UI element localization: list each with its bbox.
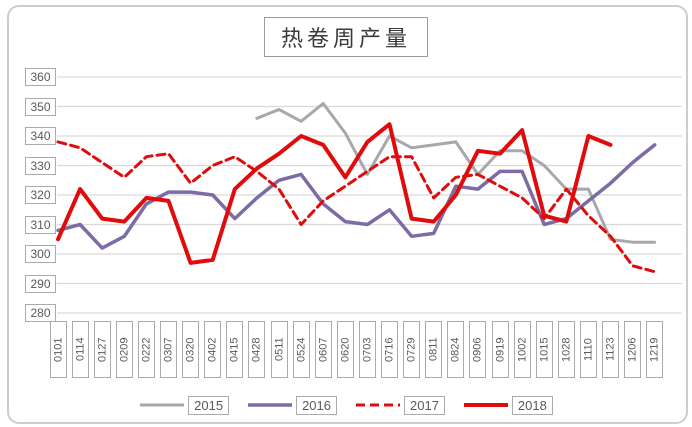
x-axis-tick-label: 1219 (646, 321, 664, 378)
legend-item-2017: 2017 (355, 395, 445, 415)
x-axis-tick-label: 1015 (535, 321, 553, 378)
series-2017-line (56, 140, 657, 274)
x-axis-tick-label: 0101 (49, 321, 67, 378)
y-axis-tick-label: 320 (25, 186, 56, 204)
x-axis-tick-label: 0703 (358, 321, 376, 378)
legend-swatch-2018-icon (463, 403, 508, 407)
x-axis-tick-label: 0307 (160, 321, 177, 378)
x-axis-tick-label: 0620 (336, 321, 354, 378)
x-axis-tick-label: 1028 (557, 321, 575, 378)
x-axis-tick-label: 0415 (226, 321, 244, 378)
x-axis-tick-label: 0824 (447, 321, 465, 378)
y-axis-tick-label: 360 (25, 68, 56, 86)
x-axis-tick-label: 0607 (314, 321, 332, 378)
x-axis-tick-label: 0716 (381, 321, 398, 378)
legend-swatch-2015-icon (140, 403, 185, 407)
x-axis-tick-label: 1123 (602, 321, 619, 378)
legend-label-2017: 2017 (404, 395, 445, 415)
legend-item-2015: 2015 (139, 395, 230, 415)
legend-label-2018: 2018 (511, 395, 553, 415)
x-axis-tick-label: 0127 (93, 321, 111, 378)
x-axis-tick-label: 0811 (425, 321, 443, 378)
chart-title: 热卷周产量 (263, 17, 429, 57)
x-axis-tick-label: 0114 (71, 321, 89, 378)
x-axis-tick-label: 0209 (115, 321, 133, 378)
y-axis-tick-label: 330 (25, 156, 56, 175)
x-axis-tick-label: 0524 (292, 321, 310, 378)
legend-label-2015: 2015 (188, 395, 230, 415)
x-axis-tick-label: 0428 (248, 321, 266, 378)
x-axis-tick-label: 0320 (182, 321, 200, 378)
y-axis-tick-label: 290 (25, 274, 56, 293)
y-axis-tick-label: 340 (25, 127, 56, 145)
y-axis-tick-label: 310 (25, 215, 56, 234)
legend-swatch-2017-icon (356, 403, 400, 407)
x-axis-tick-label: 0511 (270, 321, 288, 378)
x-axis-tick-label: 0729 (403, 321, 421, 378)
x-axis-tick-label: 0919 (491, 321, 509, 378)
x-axis-tick-label: 1110 (579, 321, 597, 378)
x-axis-tick-label: 1206 (624, 321, 642, 378)
legend-label-2016: 2016 (296, 395, 337, 415)
y-axis-tick-label: 300 (25, 245, 56, 263)
series-2015-line (255, 102, 657, 244)
x-axis-tick-label: 1002 (513, 321, 531, 378)
x-axis-tick-label: 0222 (137, 321, 155, 378)
series-2018-line (56, 122, 613, 265)
legend-item-2018: 2018 (463, 395, 553, 415)
x-axis-tick-label: 0402 (204, 321, 222, 378)
x-axis-tick-label: 0906 (469, 321, 487, 378)
legend-item-2016: 2016 (247, 395, 337, 415)
legend: 2015 2016 2017 2018 (0, 392, 692, 418)
y-axis-tick-label: 280 (25, 304, 56, 322)
legend-swatch-2016-icon (248, 403, 293, 407)
y-axis-tick-label: 350 (25, 97, 56, 116)
